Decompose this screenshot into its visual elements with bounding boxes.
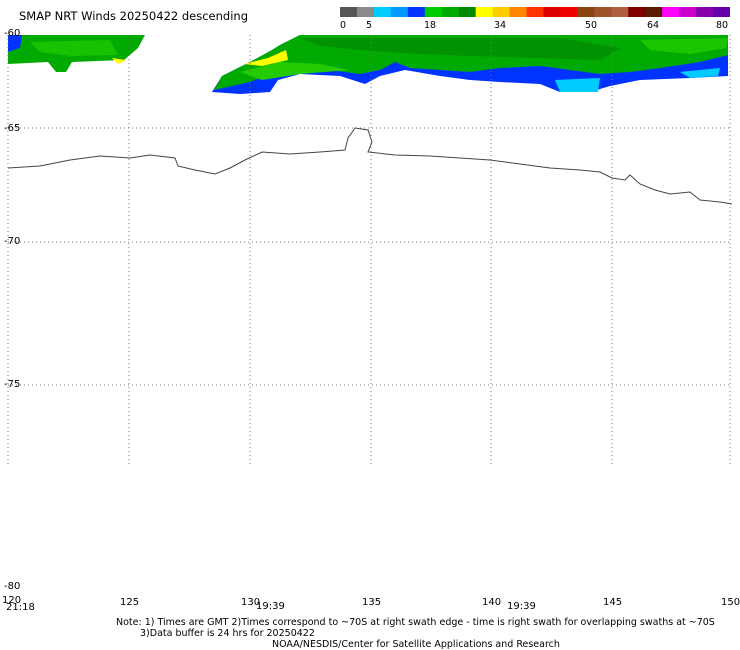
lat-label: -65 [4,123,20,134]
lon-label: 135 [362,597,381,608]
swath-time-label: 19:39 [507,601,536,610]
graticule [7,35,731,465]
colorbar-segment [696,7,714,17]
colorbar-label: 34 [493,20,507,31]
lat-label: -80 [4,581,20,592]
wind-swaths [8,35,728,94]
colorbar-segment [509,7,528,17]
colorbar-segment [713,7,730,17]
colorbar-label: 0 [339,20,347,31]
lon-label: 145 [603,597,622,608]
colorbar-labels: 0 5 18 34 50 64 80 [340,20,740,32]
colorbar-label: 18 [423,20,437,31]
colorbar-segment [611,7,629,17]
lat-label: -70 [4,236,20,247]
lat-label: -75 [4,379,20,390]
colorbar-segment [373,7,392,17]
swath-time-label: 21:18 [6,602,35,610]
credit-text: NOAA/NESDIS/Center for Satellite Applica… [272,639,560,650]
colorbar-segment [356,7,375,17]
colorbar-segment [390,7,409,17]
antarctic-coastline [7,127,733,205]
colorbar-segment [662,7,680,17]
colorbar-segment [441,7,460,17]
colorbar-segment [492,7,511,17]
lon-label: 140 [482,597,501,608]
colorbar-segment [475,7,494,17]
lon-label: 125 [120,597,139,608]
colorbar-segment [340,7,358,17]
colorbar-segment [679,7,697,17]
colorbar-label: 80 [715,20,729,31]
longitude-labels: 120 125 130 135 140 145 150 [2,595,740,608]
latitude-labels: -60 -65 -70 -75 -80 [4,28,20,592]
lat-label: -60 [4,28,20,39]
swath-time-label: 19:39 [256,601,285,610]
wind-map: -60 -65 -70 -75 -80 120 125 130 135 140 … [2,28,740,610]
wind-speed-colorbar [340,7,730,17]
colorbar-segment [594,7,612,17]
colorbar-segment [424,7,443,17]
map-title: SMAP NRT Winds 20250422 descending [19,9,248,23]
swath-time-labels: 21:18 19:39 19:39 [6,601,536,610]
colorbar-segment [526,7,544,17]
colorbar-segment [577,7,595,17]
colorbar-segment [458,7,477,17]
footnote-text: 3)Data buffer is 24 hrs for 20250422 [140,628,315,639]
colorbar-segment [628,7,646,17]
colorbar-segment [560,7,578,17]
lon-label: 150 [721,597,740,608]
colorbar-segment [543,7,561,17]
footnote-text: Note: 1) Times are GMT 2)Times correspon… [116,617,715,628]
lon-label: 130 [241,597,260,608]
colorbar-segment [645,7,663,17]
colorbar-label: 5 [365,20,373,31]
lon-label: 120 [2,595,21,606]
colorbar-label: 50 [584,20,598,31]
colorbar-segment [407,7,426,17]
colorbar-label: 64 [646,20,660,31]
